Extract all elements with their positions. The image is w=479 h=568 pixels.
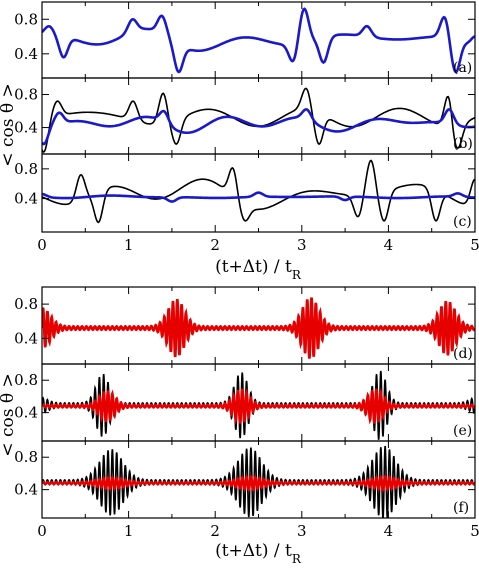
- x-tick-label-c-5: 5: [470, 236, 479, 254]
- x-tick-label-c-1: 1: [124, 236, 134, 254]
- x-tick-label-f-5: 5: [470, 522, 479, 540]
- x-tick-label-f-2: 2: [210, 522, 220, 540]
- y-tick-label-b-0.8: 0.8: [14, 86, 38, 104]
- plot-frame-b: [41, 77, 476, 155]
- y-tick-label-b-0.4: 0.4: [14, 119, 38, 137]
- panel-letter-d: (d): [453, 346, 473, 362]
- panel-c: 0.4 0.8 (c) 0 1 2 3 4 5: [14, 153, 479, 254]
- x-axis-label-bottom: (t+Δt) / tR: [215, 541, 302, 566]
- series-line-b-0: [42, 87, 475, 154]
- panel-e: 0.4 0.8 (e): [14, 363, 476, 442]
- y-tick-label-c-0.8: 0.8: [14, 160, 38, 178]
- x-tick-label-c-0: 0: [37, 236, 47, 254]
- x-tick-label-c-2: 2: [210, 236, 220, 254]
- panel-letter-b: (b): [453, 136, 473, 152]
- y-tick-label-d-0.4: 0.4: [14, 329, 38, 347]
- series-line-f-1: [42, 473, 475, 493]
- series-line-c-0: [42, 159, 475, 224]
- x-axis-label-top: (t+Δt) / tR: [215, 257, 302, 282]
- panel-letter-e: (e): [453, 423, 472, 439]
- y-tick-label-c-0.4: 0.4: [14, 190, 38, 208]
- x-tick-label-c-3: 3: [297, 236, 307, 254]
- series-line-e-1: [42, 387, 475, 425]
- series-line-a-0: [42, 7, 475, 74]
- panel-a: 0.4 0.8 (a): [14, 1, 476, 79]
- series-line-d-0: [42, 297, 475, 359]
- panel-letter-f: (f): [453, 500, 469, 516]
- x-tick-label-f-1: 1: [124, 522, 134, 540]
- x-tick-label-f-3: 3: [297, 522, 307, 540]
- y-tick-label-e-0.4: 0.4: [14, 404, 38, 422]
- y-tick-label-a-0.4: 0.4: [14, 45, 38, 63]
- panel-f: 0.4 0.8 (f) 0 1 2 3 4 5: [14, 440, 479, 540]
- panel-d: 0.4 0.8 (d): [14, 286, 476, 365]
- y-tick-label-d-0.8: 0.8: [14, 295, 38, 313]
- panel-b: 0.4 0.8 (b): [14, 77, 476, 155]
- x-tick-label-c-4: 4: [384, 236, 394, 254]
- y-axis-label-top: < cos θ >: [0, 83, 18, 166]
- y-tick-label-a-0.8: 0.8: [14, 10, 38, 28]
- y-tick-label-e-0.8: 0.8: [14, 371, 38, 389]
- y-axis-label-bottom: < cos θ >: [0, 373, 18, 456]
- series-line-c-1: [42, 191, 475, 203]
- x-tick-label-f-0: 0: [37, 522, 47, 540]
- series-line-b-1: [42, 108, 475, 146]
- panel-letter-a: (a): [453, 60, 472, 76]
- x-tick-label-f-4: 4: [384, 522, 394, 540]
- y-tick-label-f-0.8: 0.8: [14, 448, 38, 466]
- y-tick-label-f-0.4: 0.4: [14, 481, 38, 499]
- panel-letter-c: (c): [453, 214, 472, 230]
